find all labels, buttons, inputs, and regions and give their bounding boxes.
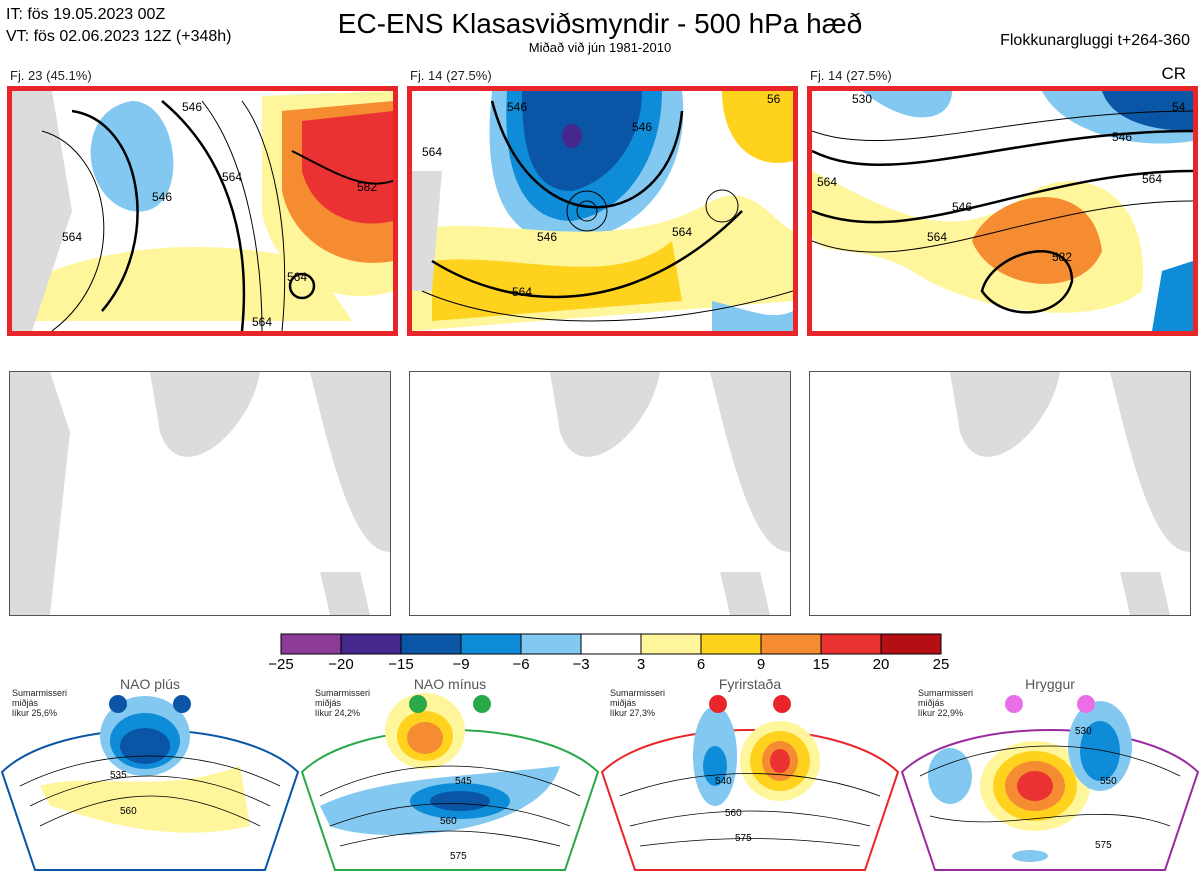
regime-title-nao-minus: NAO mínus — [413, 676, 487, 692]
regime-contour: 575 — [450, 851, 467, 862]
contour-label: 564 — [817, 175, 837, 189]
colorbar-swatch — [460, 633, 522, 655]
contour-label: 546 — [1112, 130, 1132, 144]
colorbar-tick-label: 20 — [872, 656, 890, 673]
panel-1-label: Fj. 23 (45.1%) — [10, 68, 92, 83]
colorbar-swatch — [820, 633, 882, 655]
colorbar-swatch — [700, 633, 762, 655]
empty-panel-1 — [9, 371, 391, 616]
regime-nao-minus: 545 560 575 — [300, 693, 600, 871]
empty-map-3 — [950, 372, 1190, 615]
cr-label: CR — [1161, 64, 1186, 83]
regime-title-nao-plus: NAO plús — [120, 676, 180, 692]
regime-row: 535 560 545 560 575 — [0, 676, 1200, 871]
colorbar-swatch — [520, 633, 582, 655]
regime-blocking: 540 560 575 — [600, 695, 900, 871]
colorbar-tick-label: 3 — [636, 656, 646, 673]
regime-contour: 535 — [110, 770, 127, 781]
initial-time: IT: fös 19.05.2023 00Z — [6, 6, 166, 23]
colorbar-swatch — [640, 633, 702, 655]
regime-contour: 545 — [455, 776, 472, 787]
header-info: IT: fös 19.05.2023 00Z VT: fös 02.06.202… — [6, 4, 231, 48]
regime-contour: 575 — [1095, 840, 1112, 851]
regime-info-ridge: Sumarmisseri miðjás líkur 22,9% — [918, 688, 974, 718]
contour-label: 546 — [152, 190, 172, 204]
colorbar-swatches — [280, 633, 942, 655]
empty-map-2 — [550, 372, 790, 615]
regime-contour: 560 — [725, 808, 742, 819]
colorbar-tick-label: −9 — [452, 656, 470, 673]
colorbar-swatch — [580, 633, 642, 655]
colorbar-swatch — [400, 633, 462, 655]
contour-label: 582 — [1052, 250, 1072, 264]
regime-title-blocking: Fyrirstaða — [718, 676, 782, 692]
panel-3-label: Fj. 14 (27.5%) — [810, 68, 892, 83]
regime-title-ridge: Hryggur — [1025, 676, 1075, 692]
cluster-map-1: 546 546 564 564 582 564 564 — [12, 91, 393, 331]
cluster-panel-3: 546 564 564 546 564 582 530 54 — [807, 86, 1198, 336]
regime-contour: 540 — [715, 776, 732, 787]
colorbar-swatch — [880, 633, 942, 655]
colorbar-tick-label: 6 — [696, 656, 706, 673]
contour-label: 564 — [1142, 172, 1162, 186]
contour-label: 56 — [767, 92, 781, 106]
colorbar — [280, 633, 945, 660]
contour-label: 546 — [952, 200, 972, 214]
contour-label: 564 — [927, 230, 947, 244]
colorbar-tick-label: −15 — [388, 656, 414, 673]
empty-panel-2 — [409, 371, 791, 616]
colorbar-tick-label: 9 — [756, 656, 766, 673]
empty-map-1 — [10, 372, 390, 615]
contour-label: 54 — [1172, 100, 1186, 114]
empty-panel-3 — [809, 371, 1191, 616]
contour-label: 564 — [512, 285, 532, 299]
contour-label: 530 — [852, 92, 872, 106]
contour-label: 546 — [537, 230, 557, 244]
regime-ridge: 530 550 575 — [900, 695, 1200, 871]
contour-label: 546 — [507, 100, 527, 114]
contour-label: 564 — [422, 145, 442, 159]
contour-label: 564 — [62, 230, 82, 244]
regime-contour: 550 — [1100, 776, 1117, 787]
cluster-map-3: 546 564 564 546 564 582 530 54 — [812, 91, 1193, 331]
colorbar-tick-label: −20 — [328, 656, 354, 673]
contour-label: 564 — [287, 270, 307, 284]
cluster-panel-2: 546 546 546 564 564 564 56 — [407, 86, 798, 336]
cluster-panel-1: 546 546 564 564 582 564 564 — [7, 86, 398, 336]
cluster-map-2: 546 546 546 564 564 564 56 — [412, 91, 793, 331]
page-subtitle: Miðað við jún 1981-2010 — [528, 40, 672, 55]
colorbar-swatch — [340, 633, 402, 655]
contour-label: 546 — [182, 100, 202, 114]
contour-label: 564 — [672, 225, 692, 239]
regime-contour: 575 — [735, 833, 752, 844]
colorbar-tick-label: −3 — [572, 656, 590, 673]
regime-contour: 530 — [1075, 726, 1092, 737]
contour-label: 546 — [632, 120, 652, 134]
colorbar-tick-label: −25 — [268, 656, 294, 673]
regime-contour: 560 — [120, 806, 137, 817]
regime-nao-plus: 535 560 — [0, 695, 300, 871]
regime-diagrams: 535 560 545 560 575 — [0, 693, 1200, 871]
colorbar-tick-label: 25 — [932, 656, 950, 673]
regime-contour: 560 — [440, 816, 457, 827]
colorbar-tick-label: −6 — [512, 656, 530, 673]
colorbar-swatch — [280, 633, 342, 655]
contour-label: 582 — [357, 180, 377, 194]
contour-label: 564 — [222, 170, 242, 184]
valid-time: VT: fös 02.06.2023 12Z (+348h) — [6, 28, 232, 45]
colorbar-swatch — [760, 633, 822, 655]
regime-info-nao-minus: Sumarmisseri miðjás líkur 24,2% — [315, 688, 371, 718]
panel-2-label: Fj. 14 (27.5%) — [410, 68, 492, 83]
colorbar-tick-label: 15 — [812, 656, 830, 673]
contour-label: 564 — [252, 315, 272, 329]
page-title: EC-ENS Klasasviðsmyndir - 500 hPa hæð — [337, 8, 863, 39]
classification-window: Flokkunargluggi t+264-360 — [1000, 32, 1190, 49]
regime-info-blocking: Sumarmisseri miðjás líkur 27,3% — [610, 688, 666, 718]
regime-info-nao-plus: Sumarmisseri miðjás líkur 25,6% — [12, 688, 68, 718]
